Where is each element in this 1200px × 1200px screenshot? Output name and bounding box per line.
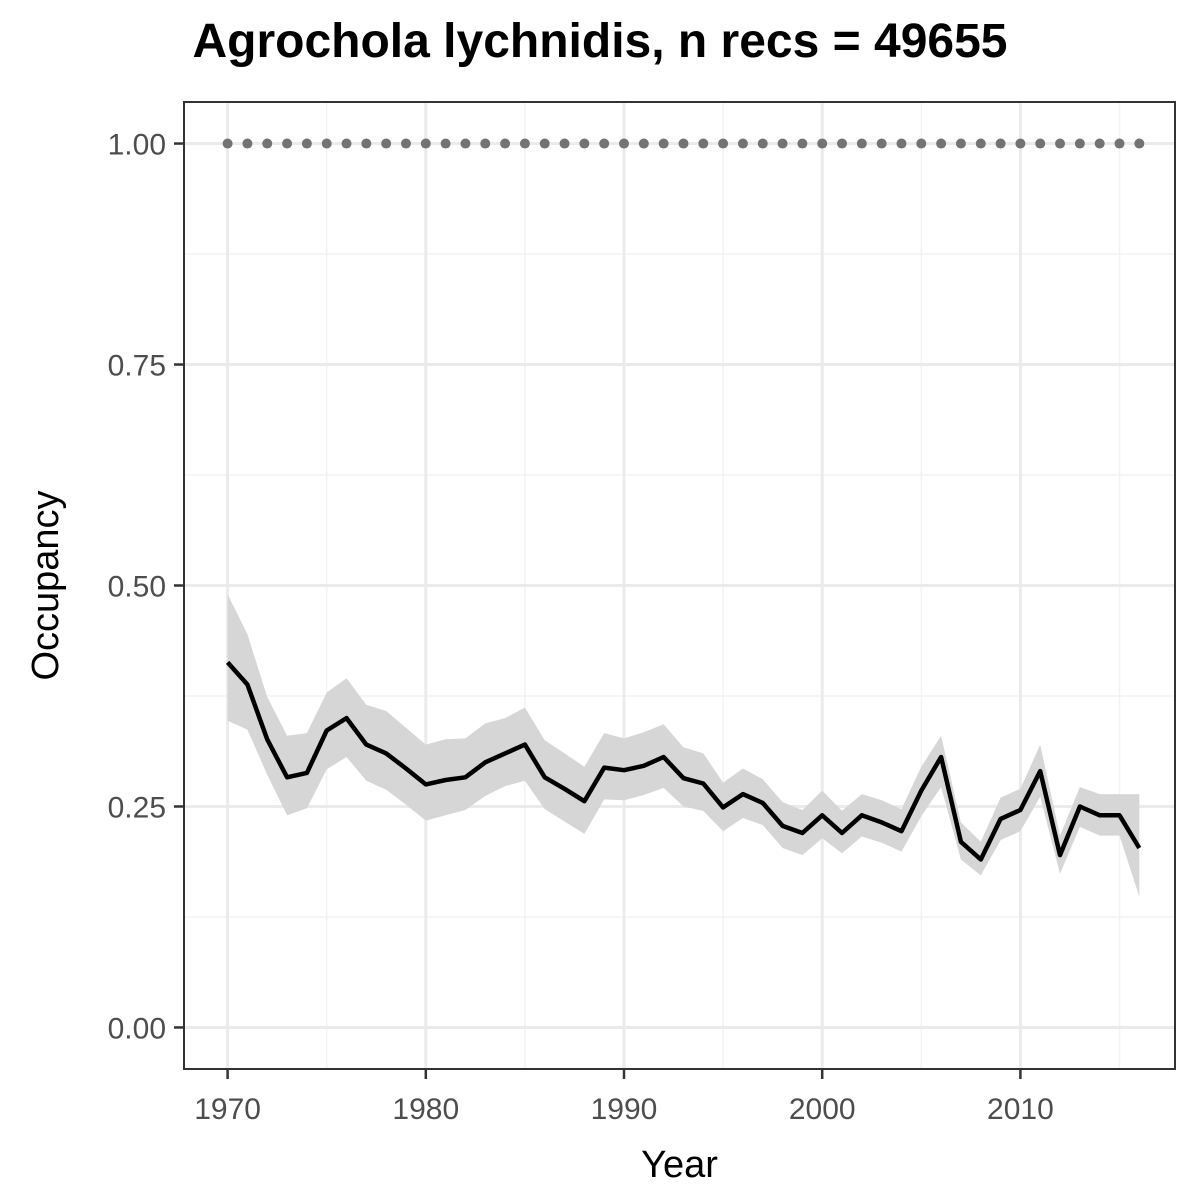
data-point	[1114, 138, 1125, 149]
axis-layer: 0.00 0.25 0.50 0.75 1.00 1970 1980 1990 2000 2010	[108, 129, 1054, 1126]
data-point	[1055, 138, 1066, 149]
x-tick-label: 2000	[789, 1093, 856, 1126]
data-point	[599, 138, 610, 149]
data-point	[559, 138, 570, 149]
y-tick-label: 0.75	[108, 350, 166, 383]
data-point	[837, 138, 848, 149]
data-point	[1035, 138, 1046, 149]
y-tick-label: 1.00	[108, 129, 166, 162]
data-point	[321, 138, 332, 149]
data-point	[619, 138, 630, 149]
data-point	[262, 138, 273, 149]
points-layer	[222, 138, 1145, 149]
data-point	[519, 138, 530, 149]
data-point	[500, 138, 511, 149]
x-tick-label: 1970	[194, 1093, 261, 1126]
data-point	[242, 138, 253, 149]
y-tick-label: 0.25	[108, 791, 166, 824]
data-point	[638, 138, 649, 149]
trend-line-layer	[225, 660, 1142, 862]
data-point	[777, 138, 788, 149]
data-point	[539, 138, 550, 149]
data-point	[282, 138, 293, 149]
data-point	[916, 138, 927, 149]
data-point	[856, 138, 867, 149]
data-point	[222, 138, 233, 149]
data-point	[1134, 138, 1145, 149]
data-point	[579, 138, 590, 149]
data-point	[361, 138, 372, 149]
data-point	[896, 138, 907, 149]
data-point	[381, 138, 392, 149]
x-tick-label: 1980	[392, 1093, 459, 1126]
data-point	[737, 138, 748, 149]
chart-title: Agrochola lychnidis, n recs = 49655	[192, 15, 1008, 68]
x-axis-title: Year	[641, 1144, 718, 1186]
data-point	[817, 138, 828, 149]
data-point	[876, 138, 887, 149]
data-point	[1074, 138, 1085, 149]
data-point	[718, 138, 729, 149]
data-point	[480, 138, 491, 149]
data-point	[341, 138, 352, 149]
data-point	[678, 138, 689, 149]
data-point	[698, 138, 709, 149]
confidence-band	[227, 594, 1140, 897]
data-point	[757, 138, 768, 149]
grid-layer	[184, 102, 1175, 1069]
x-tick-label: 1990	[591, 1093, 658, 1126]
data-point	[955, 138, 966, 149]
data-point	[797, 138, 808, 149]
data-point	[400, 138, 411, 149]
data-point	[301, 138, 312, 149]
occupancy-line	[225, 660, 1142, 862]
data-point	[1015, 138, 1026, 149]
data-point	[1094, 138, 1105, 149]
y-tick-label: 0.50	[108, 571, 166, 604]
data-point	[440, 138, 451, 149]
data-point	[995, 138, 1006, 149]
data-point	[658, 138, 669, 149]
confidence-band-layer	[227, 594, 1140, 897]
y-axis-title: Occupancy	[25, 490, 67, 680]
data-point	[975, 138, 986, 149]
data-point	[936, 138, 947, 149]
data-point	[420, 138, 431, 149]
y-tick-label: 0.00	[108, 1012, 166, 1045]
data-point	[460, 138, 471, 149]
x-tick-label: 2010	[987, 1093, 1054, 1126]
